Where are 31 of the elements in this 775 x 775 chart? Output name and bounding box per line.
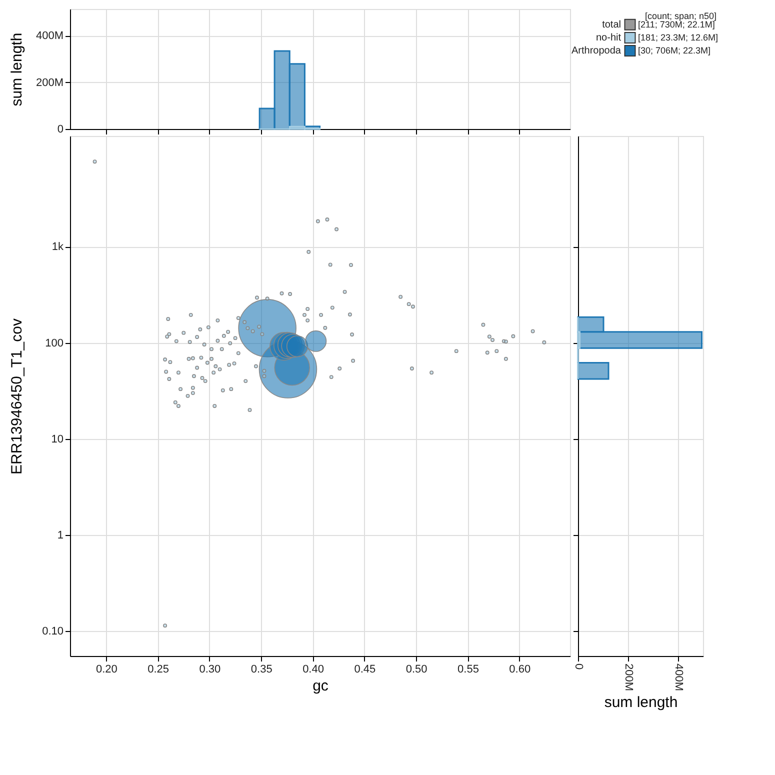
x-tick-label: 0.45: [354, 664, 376, 676]
y-tick-label: 10: [51, 433, 64, 446]
x-tick-label: 0.20: [96, 664, 118, 676]
y-tick-label: 200M: [36, 76, 64, 89]
y-tick-label: 0: [57, 124, 64, 136]
text: [30; 706M; 22.3M]: [638, 46, 711, 56]
legend-label: no-hit: [596, 32, 622, 44]
legend-title: [count; span; n50]: [645, 11, 717, 21]
x-tick-label: 0.60: [509, 664, 531, 676]
x-tick-label: 0.25: [148, 664, 170, 676]
y-axis-title: sum length: [8, 32, 26, 106]
y-tick-label: 100: [45, 337, 64, 350]
x-axis-title: gc: [312, 678, 329, 694]
x-tick-label: 0.50: [406, 664, 428, 676]
y-tick-label: 1k: [52, 241, 64, 254]
legend-label: total: [602, 20, 621, 31]
x-tick-label: 0.40: [302, 664, 324, 676]
text: [211; 730M; 22.1M]: [638, 20, 715, 30]
y-axis-title: ERR13946450_T1_cov: [8, 318, 26, 474]
x-axis-title: sum length: [604, 694, 678, 712]
legend-label: Arthropoda: [572, 46, 622, 57]
x-tick-label: 200M: [622, 664, 634, 692]
x-tick-label: 0.35: [250, 664, 272, 676]
x-tick-label: 0.30: [199, 664, 221, 676]
y-tick-label: 0.10: [42, 626, 64, 638]
y-tick-label: 1: [57, 529, 64, 542]
x-tick-label: 0: [572, 664, 584, 670]
y-tick-label: 400M: [36, 30, 64, 42]
x-tick-label: 400M: [672, 664, 684, 692]
text: [181; 23.3M; 12.6M]: [638, 32, 718, 43]
x-tick-label: 0.55: [458, 664, 479, 676]
